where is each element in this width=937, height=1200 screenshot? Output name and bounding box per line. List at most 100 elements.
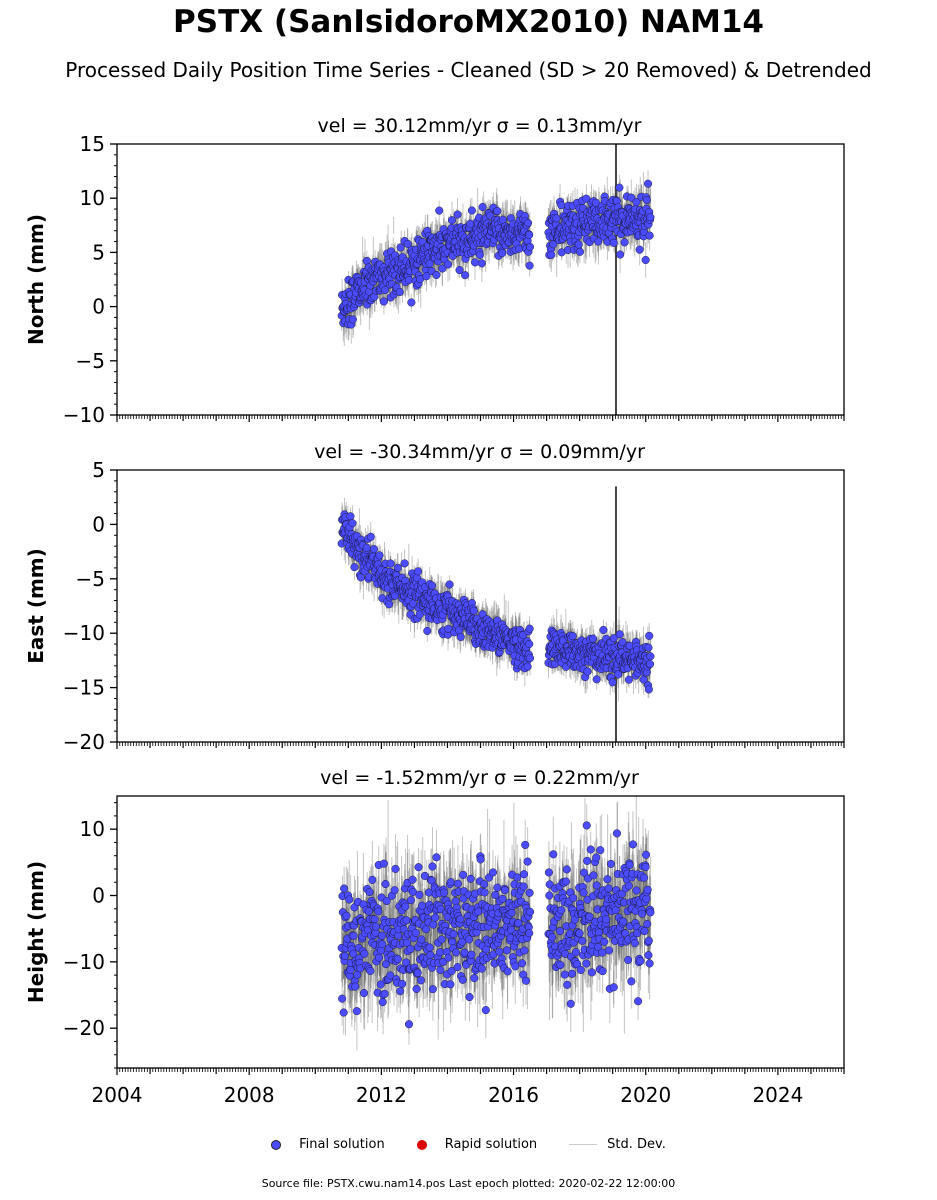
final-solution-points [337, 179, 655, 329]
data-point [381, 286, 390, 295]
data-point [362, 543, 371, 552]
data-point [615, 630, 624, 639]
data-point [599, 625, 608, 635]
y-tick-label: 10 [80, 186, 105, 210]
data-point [624, 675, 633, 684]
data-point [447, 216, 457, 225]
y-tick-label: 0 [92, 295, 105, 319]
data-point [644, 643, 653, 652]
final-solution-points [337, 510, 655, 694]
data-point [438, 264, 447, 273]
data-point [525, 624, 534, 633]
data-point [493, 207, 502, 216]
data-point [443, 260, 453, 269]
data-point [348, 315, 357, 324]
data-point [583, 667, 592, 676]
data-point [456, 632, 465, 642]
data-point [525, 230, 534, 239]
data-point [632, 198, 641, 207]
data-point [414, 567, 423, 576]
data-point [425, 259, 434, 268]
data-point [453, 210, 462, 219]
data-point [375, 551, 384, 560]
data-point [422, 272, 431, 281]
y-tick-label: 0 [92, 512, 105, 536]
data-point [618, 638, 627, 647]
data-point [643, 179, 653, 188]
data-point [609, 238, 618, 247]
y-tick-label: −5 [76, 567, 105, 591]
data-point [608, 678, 617, 687]
data-point [645, 631, 654, 640]
data-point [469, 606, 478, 615]
data-point [525, 261, 534, 270]
data-point [594, 237, 603, 246]
data-point [644, 685, 653, 694]
data-point [400, 559, 409, 568]
data-point [478, 202, 487, 212]
data-point [525, 654, 535, 663]
data-point [574, 240, 583, 249]
data-point [552, 214, 561, 223]
data-point [523, 218, 533, 228]
data-point [642, 195, 651, 205]
data-point [396, 243, 405, 252]
y-axis-label: East (mm) [24, 548, 48, 664]
data-point [641, 255, 650, 265]
data-point [568, 632, 577, 641]
data-point [379, 297, 388, 306]
data-point [467, 206, 476, 215]
data-point [635, 245, 644, 254]
data-point [592, 675, 601, 684]
data-point [475, 250, 484, 259]
data-point [609, 634, 618, 643]
data-point [407, 298, 416, 307]
y-tick-label: −20 [63, 730, 105, 754]
data-point [646, 213, 655, 222]
y-tick-label: −10 [63, 621, 105, 645]
data-point [615, 183, 624, 192]
data-point [646, 652, 655, 661]
data-point [393, 563, 402, 572]
chart-title: PSTX (SanIsidoroMX2010) NAM14 [173, 4, 764, 40]
data-point [525, 639, 534, 649]
chart-subtitle: Processed Daily Position Time Series - C… [65, 58, 872, 82]
plot-frame [116, 143, 845, 416]
data-point [477, 259, 486, 268]
panel-title: vel = -30.34mm/yr σ = 0.09mm/yr [314, 441, 645, 463]
panel-title: vel = 30.12mm/yr σ = 0.13mm/yr [318, 115, 642, 137]
y-tick-label: 15 [80, 132, 105, 156]
data-point [547, 250, 556, 259]
data-point [395, 287, 404, 297]
data-point [645, 659, 655, 669]
panel-2-data [337, 486, 655, 742]
data-point [369, 545, 379, 554]
data-point [557, 201, 566, 210]
data-point [455, 266, 464, 275]
data-point [435, 206, 444, 215]
data-point [620, 238, 629, 247]
panel-1-data [337, 144, 655, 415]
y-tick-label: 5 [92, 240, 105, 264]
data-point [614, 670, 623, 679]
data-point [461, 271, 470, 280]
panel-2: −20 −15 −10 −5 0 5 vel = -30.34mm/yr σ = 0.09m… [24, 441, 845, 754]
data-point [346, 512, 355, 521]
std-dev-bars [341, 486, 652, 742]
data-point [348, 519, 357, 528]
y-tick-label: −5 [76, 349, 105, 373]
panel-1: −10 −5 0 5 10 15 vel = 30.12mm/yr σ = 0.13mm/y… [24, 115, 845, 427]
data-point [385, 600, 394, 609]
data-point [403, 239, 412, 248]
data-point [498, 215, 507, 224]
data-point [523, 662, 532, 671]
data-point [645, 231, 654, 240]
data-point [498, 249, 507, 258]
plot-frame [116, 469, 845, 743]
data-point [404, 276, 414, 285]
data-point [432, 270, 441, 280]
data-point [423, 626, 432, 635]
data-point [366, 532, 375, 541]
